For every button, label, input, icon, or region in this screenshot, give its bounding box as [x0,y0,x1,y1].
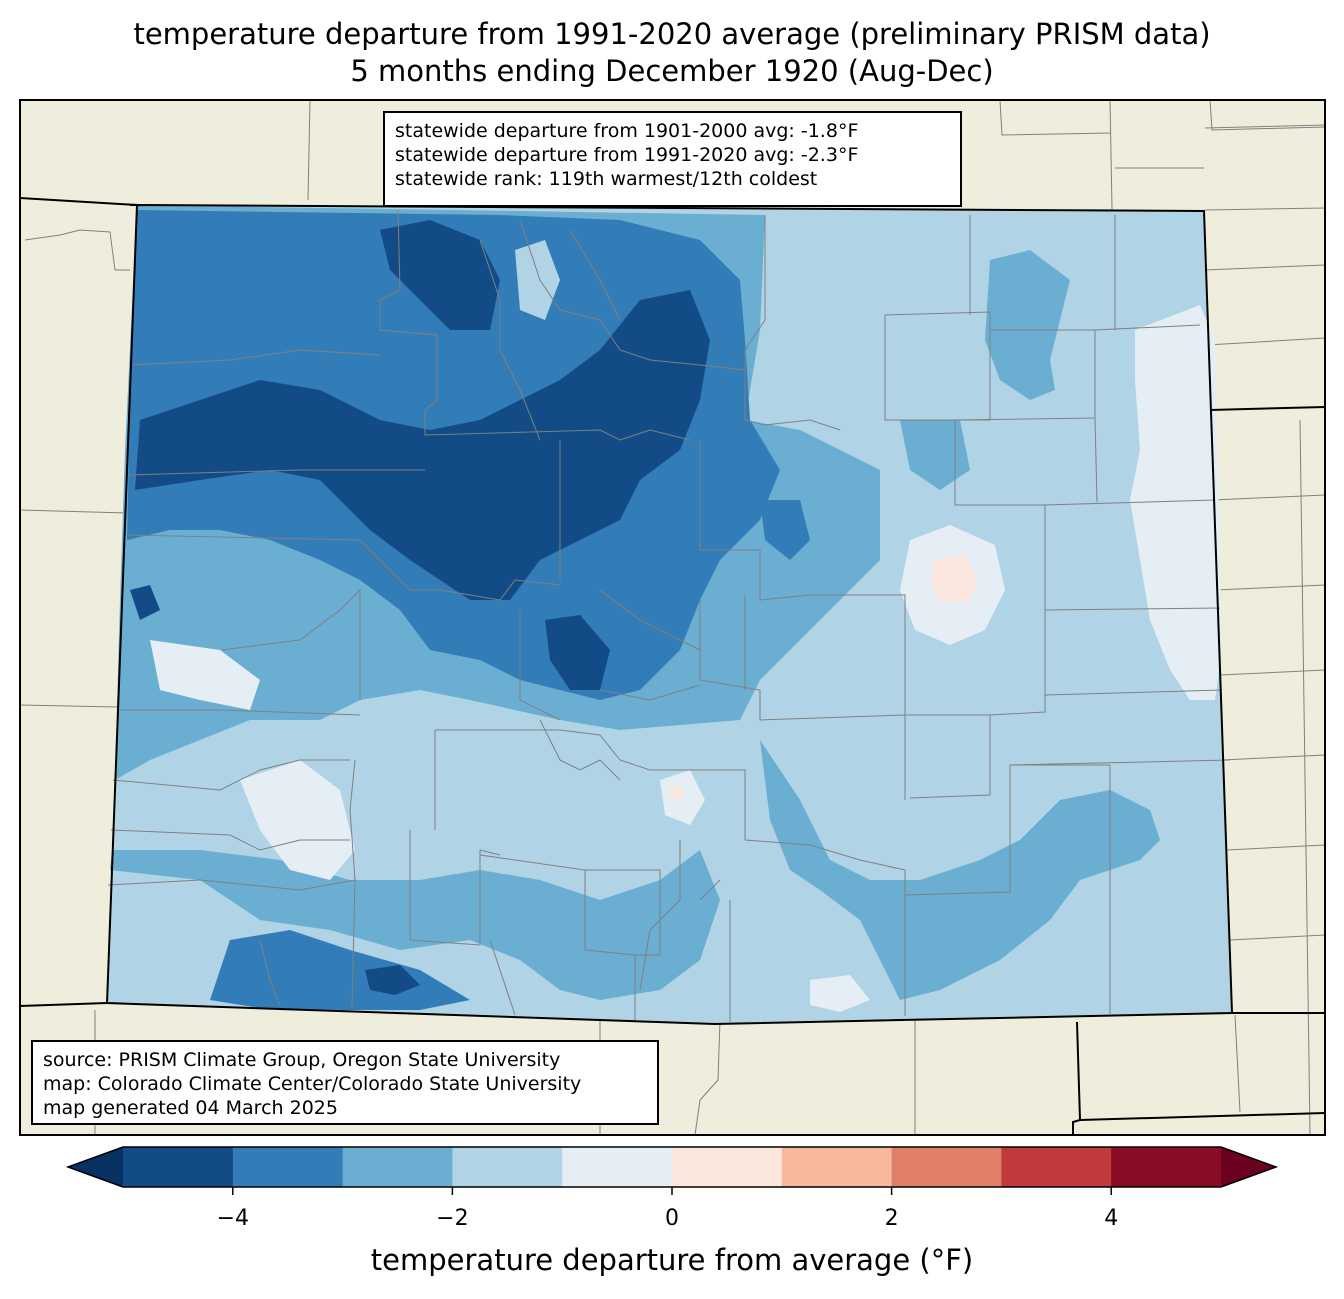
contour-southwest-warm2 [240,760,355,880]
credits-source: source: PRISM Climate Group, Oregon Stat… [43,1049,561,1071]
contour-sw-warm3 [810,975,870,1012]
colorbar-bin-2 [342,1147,453,1187]
contour-west-cold [130,585,160,620]
contour-north-light [515,240,560,320]
map-title-line1: temperature departure from 1991-2020 ave… [133,17,1211,51]
contour-center-cold [545,615,610,690]
county-lines [107,209,1231,1022]
colorbar-tick-label: −4 [216,1206,250,1231]
stats-rank: statewide rank: 119th warmest/12th colde… [395,168,818,190]
stats-departure-1991-2020: statewide departure from 1991-2020 avg: … [395,144,859,166]
credits-box: source: PRISM Climate Group, Oregon Stat… [31,1040,659,1125]
contour-northeast-minus3 [985,250,1070,400]
colorbar-tick-label: 2 [884,1206,899,1231]
contour-east-warm-edge [1130,305,1222,700]
contour-southwest-cold [365,965,420,995]
contour-north-cold [380,220,500,330]
map-frame [19,99,1326,1136]
contour-south-warm [660,770,705,825]
map-title-line2: 5 months ending December 1920 (Aug-Dec) [350,54,994,88]
contour-positive-pocket2 [668,785,684,800]
colorado-border [105,203,1234,1026]
colorbar-bin-7 [891,1147,1002,1187]
stats-departure-1901-2000: statewide departure from 1901-2000 avg: … [395,120,859,142]
statewide-stats-box: statewide departure from 1901-2000 avg: … [383,111,962,207]
colorbar-tick-label: −2 [436,1206,469,1231]
colorbar-bin-4 [562,1147,673,1187]
colorbar-bin-9 [1111,1147,1222,1187]
colorbar-bin-3 [452,1147,563,1187]
colorbar-outline [65,1146,1279,1188]
colorbar-bin-6 [781,1147,893,1187]
temperature-contours [110,205,1222,1012]
contour-southeast-lobe [900,420,970,490]
colorbar-bin-0 [123,1147,234,1187]
colorbar-tick-label: 4 [1104,1206,1119,1231]
colorbar-over-arrow [1221,1147,1276,1187]
colorbar [65,1146,1279,1195]
colorbar-bin-8 [1001,1147,1112,1187]
contour-core-minus5 [135,290,710,600]
contour-southwest-minus3 [110,850,720,1000]
contour-southeast-minus3 [760,740,1160,1000]
contour-southwest-warm [150,640,260,710]
colorbar-tick-label: 0 [665,1206,679,1231]
colorbar-bin-1 [232,1147,344,1187]
state-borders [19,197,1326,1135]
colorbar-bin-5 [672,1147,783,1187]
contour-east-minus4 [760,500,810,560]
colorbar-under-arrow [68,1147,123,1187]
credits-map: map: Colorado Climate Center/Colorado St… [43,1073,582,1095]
colorbar-label: temperature departure from average (°F) [370,1243,974,1277]
contour-positive-pocket [930,555,978,602]
credits-generated: map generated 04 March 2025 [43,1097,338,1119]
